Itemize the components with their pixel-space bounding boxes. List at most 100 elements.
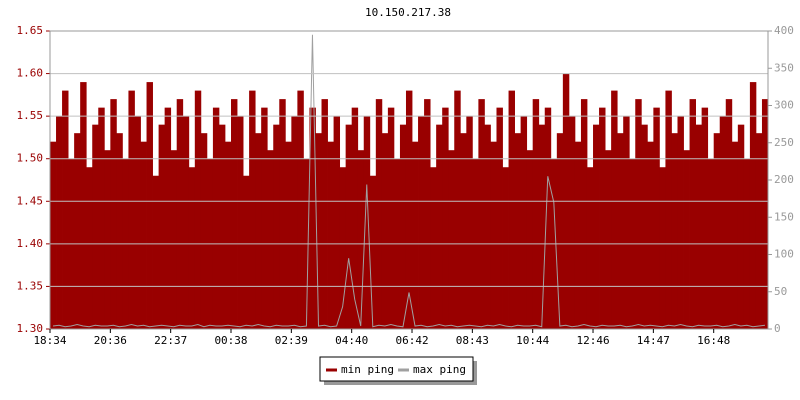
- bar: [369, 175, 377, 329]
- bar: [713, 133, 721, 329]
- bar: [671, 133, 678, 329]
- bar: [237, 116, 244, 330]
- bar: [333, 116, 341, 330]
- bar: [490, 141, 497, 329]
- bar: [514, 133, 522, 329]
- bar: [224, 141, 232, 329]
- bar: [460, 133, 467, 329]
- bar: [737, 124, 745, 330]
- bar: [92, 124, 99, 330]
- y2-tick-label: 250: [774, 136, 794, 149]
- bar: [297, 90, 304, 329]
- y2-tick-label: 50: [774, 285, 787, 298]
- bar: [478, 99, 485, 329]
- bar: [695, 124, 703, 330]
- bar: [544, 107, 552, 329]
- bar: [116, 133, 123, 329]
- chart-title: 10.150.217.38: [365, 6, 451, 19]
- y2-tick-label: 0: [774, 322, 781, 335]
- plot-frame: [49, 30, 769, 330]
- bar: [387, 107, 395, 329]
- y2-tick-label: 300: [774, 99, 794, 112]
- bar: [731, 141, 739, 329]
- bar: [351, 107, 359, 329]
- x-tick-label: 08:43: [456, 334, 489, 347]
- x-tick-label: 06:42: [395, 334, 428, 347]
- bar: [502, 167, 509, 329]
- bar: [98, 107, 105, 329]
- y2-tick-label: 100: [774, 248, 794, 261]
- bar: [375, 99, 383, 329]
- bar: [719, 116, 727, 330]
- bar: [430, 167, 437, 329]
- y2-tick-label: 400: [774, 24, 794, 37]
- legend-label: max ping: [413, 363, 466, 376]
- bar: [56, 116, 63, 330]
- y-tick-label: 1.30: [17, 322, 44, 335]
- y-tick-label: 1.40: [17, 237, 44, 250]
- x-tick-label: 18:34: [33, 334, 66, 347]
- bar: [182, 116, 190, 330]
- bar: [152, 175, 160, 329]
- bar: [146, 82, 153, 329]
- bar: [653, 107, 660, 329]
- x-tick-label: 00:38: [214, 334, 247, 347]
- bar: [231, 99, 238, 329]
- x-tick-label: 04:40: [335, 334, 368, 347]
- bar: [321, 99, 328, 329]
- bar: [194, 90, 202, 329]
- bar: [279, 99, 286, 329]
- bar: [605, 150, 612, 329]
- legend-box: [319, 356, 474, 382]
- bar: [574, 141, 582, 329]
- bar: [273, 124, 280, 330]
- bar: [701, 107, 709, 329]
- bar: [249, 90, 256, 329]
- bar: [315, 133, 322, 329]
- bar: [623, 116, 630, 330]
- bar: [357, 150, 365, 329]
- bar: [170, 150, 178, 329]
- x-tick-label: 10:44: [516, 334, 549, 347]
- bar: [725, 99, 733, 329]
- bar: [164, 107, 172, 329]
- bar: [188, 167, 196, 329]
- bar: [255, 133, 262, 329]
- bar: [309, 107, 316, 329]
- bar: [80, 82, 87, 329]
- bar: [454, 90, 461, 329]
- bar: [677, 116, 684, 330]
- bar: [218, 124, 226, 330]
- bar: [405, 90, 413, 329]
- bar: [617, 133, 624, 329]
- y-tick-label: 1.35: [17, 279, 44, 292]
- y2-tick-label: 350: [774, 61, 794, 74]
- bar: [749, 82, 757, 329]
- bar: [611, 90, 618, 329]
- y-tick-label: 1.45: [17, 194, 44, 207]
- bar: [436, 124, 443, 330]
- bar: [158, 124, 166, 330]
- bar: [538, 124, 546, 330]
- y-tick-label: 1.55: [17, 109, 44, 122]
- y2-tick-label: 150: [774, 210, 794, 223]
- bar: [466, 116, 473, 330]
- bar: [110, 99, 117, 329]
- bar: [580, 99, 588, 329]
- bar: [568, 116, 576, 330]
- bar: [381, 133, 389, 329]
- y-tick-label: 1.50: [17, 152, 44, 165]
- bar: [647, 141, 654, 329]
- x-tick-label: 12:46: [576, 334, 609, 347]
- y-tick-label: 1.65: [17, 24, 44, 37]
- legend-label: min ping: [341, 363, 394, 376]
- bar: [285, 141, 292, 329]
- bar: [62, 90, 69, 329]
- bar: [363, 116, 371, 330]
- bar: [243, 175, 250, 329]
- bar: [212, 107, 220, 329]
- bar: [291, 116, 298, 330]
- line: [52, 34, 766, 328]
- bar: [442, 107, 449, 329]
